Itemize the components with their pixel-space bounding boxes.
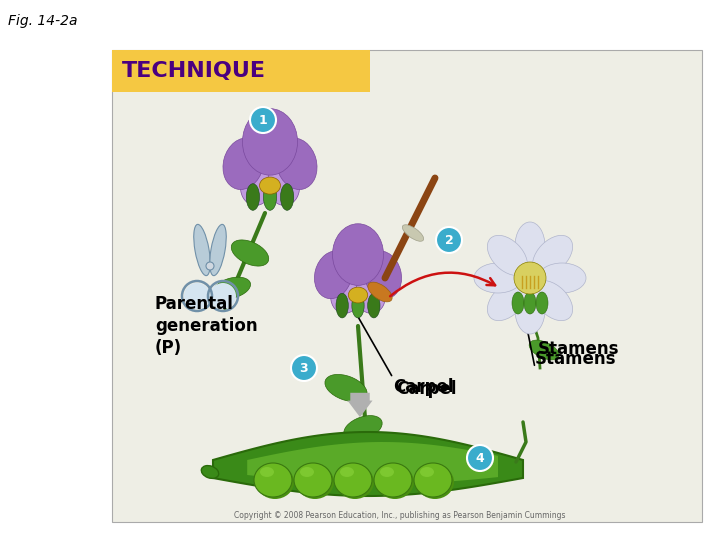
Circle shape: [436, 227, 462, 253]
Ellipse shape: [256, 465, 294, 499]
Text: Fig. 14-2a: Fig. 14-2a: [8, 14, 78, 28]
Ellipse shape: [333, 224, 384, 285]
Ellipse shape: [515, 286, 545, 334]
Circle shape: [467, 445, 493, 471]
Ellipse shape: [344, 416, 382, 441]
FancyBboxPatch shape: [112, 50, 370, 92]
Ellipse shape: [536, 292, 548, 314]
Ellipse shape: [246, 184, 259, 210]
Polygon shape: [213, 432, 523, 496]
Text: Copyright © 2008 Pearson Education, Inc., publishing as Pearson Benjamin Cumming: Copyright © 2008 Pearson Education, Inc.…: [234, 511, 566, 521]
Ellipse shape: [336, 293, 348, 318]
Ellipse shape: [487, 235, 527, 275]
Text: Carpel: Carpel: [396, 380, 456, 398]
Text: TECHNIQUE: TECHNIQUE: [122, 61, 266, 81]
Ellipse shape: [374, 463, 412, 497]
Ellipse shape: [533, 281, 572, 321]
Circle shape: [291, 355, 317, 381]
Text: Carpel: Carpel: [393, 378, 454, 396]
Ellipse shape: [348, 287, 368, 303]
Ellipse shape: [420, 467, 434, 477]
Ellipse shape: [267, 166, 300, 205]
Ellipse shape: [334, 463, 372, 497]
Ellipse shape: [380, 467, 394, 477]
Ellipse shape: [264, 184, 276, 210]
Ellipse shape: [376, 465, 414, 499]
Ellipse shape: [340, 467, 354, 477]
Ellipse shape: [524, 292, 536, 314]
Text: Stamens: Stamens: [535, 350, 616, 368]
FancyArrowPatch shape: [348, 393, 372, 417]
Ellipse shape: [300, 467, 314, 477]
Ellipse shape: [512, 292, 524, 314]
Ellipse shape: [533, 235, 572, 275]
Ellipse shape: [325, 374, 367, 402]
Ellipse shape: [402, 225, 423, 241]
Ellipse shape: [538, 263, 586, 293]
Text: 3: 3: [300, 361, 308, 375]
Polygon shape: [247, 442, 498, 484]
Ellipse shape: [213, 277, 251, 299]
Ellipse shape: [294, 463, 332, 497]
Circle shape: [250, 107, 276, 133]
Ellipse shape: [474, 263, 522, 293]
Circle shape: [210, 283, 236, 309]
Circle shape: [206, 262, 214, 270]
Ellipse shape: [276, 138, 317, 190]
Ellipse shape: [352, 293, 364, 318]
Circle shape: [184, 283, 210, 309]
Ellipse shape: [240, 166, 273, 205]
Ellipse shape: [368, 293, 380, 318]
Ellipse shape: [315, 251, 352, 299]
Ellipse shape: [368, 282, 392, 302]
Ellipse shape: [259, 177, 281, 194]
Ellipse shape: [330, 276, 361, 313]
Ellipse shape: [355, 276, 385, 313]
Ellipse shape: [223, 138, 264, 190]
Text: (P): (P): [155, 339, 182, 357]
Ellipse shape: [202, 465, 219, 478]
Ellipse shape: [336, 465, 374, 499]
FancyBboxPatch shape: [112, 50, 702, 522]
Text: 1: 1: [258, 113, 267, 126]
Ellipse shape: [296, 465, 334, 499]
Ellipse shape: [414, 463, 452, 497]
Ellipse shape: [194, 224, 210, 275]
Ellipse shape: [529, 340, 559, 360]
Ellipse shape: [254, 463, 292, 497]
Ellipse shape: [364, 251, 402, 299]
Ellipse shape: [515, 222, 545, 270]
FancyArrowPatch shape: [390, 273, 495, 296]
Ellipse shape: [281, 184, 294, 210]
Text: 2: 2: [445, 233, 454, 246]
Ellipse shape: [416, 465, 454, 499]
Ellipse shape: [487, 281, 527, 321]
Text: Parental: Parental: [155, 295, 234, 313]
Text: Stamens: Stamens: [538, 340, 619, 358]
Text: 4: 4: [476, 451, 485, 464]
Ellipse shape: [210, 224, 226, 275]
Ellipse shape: [514, 262, 546, 294]
Ellipse shape: [260, 467, 274, 477]
Text: generation: generation: [155, 317, 258, 335]
Ellipse shape: [231, 240, 269, 266]
Ellipse shape: [243, 109, 297, 175]
